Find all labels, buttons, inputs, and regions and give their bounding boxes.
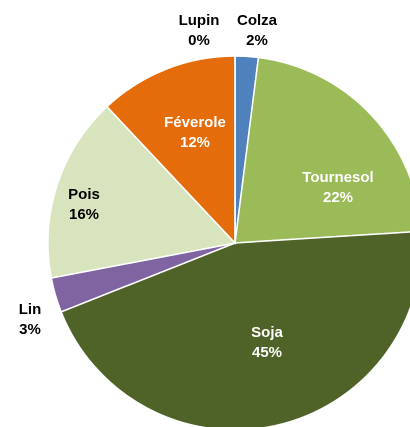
slice-label: Lin xyxy=(19,301,42,318)
pie-slice xyxy=(234,56,410,244)
pie-slice xyxy=(60,231,410,427)
slice-value: 12% xyxy=(180,134,210,151)
slice-value: 0% xyxy=(188,32,210,49)
slice-value: 2% xyxy=(246,32,268,49)
pie-slice xyxy=(105,55,236,245)
slice-value: 22% xyxy=(323,189,353,206)
slice-value: 45% xyxy=(252,344,282,361)
slice-label: Féverole xyxy=(164,114,226,131)
slice-label: Pois xyxy=(68,186,100,203)
slice-label: Tournesol xyxy=(302,169,373,186)
pie-slice xyxy=(47,105,237,279)
slice-value: 3% xyxy=(19,321,41,338)
slice-label: Colza xyxy=(237,12,278,29)
slice-label: Soja xyxy=(251,324,283,341)
slice-value: 16% xyxy=(69,206,99,223)
slice-label: Lupin xyxy=(179,12,220,29)
